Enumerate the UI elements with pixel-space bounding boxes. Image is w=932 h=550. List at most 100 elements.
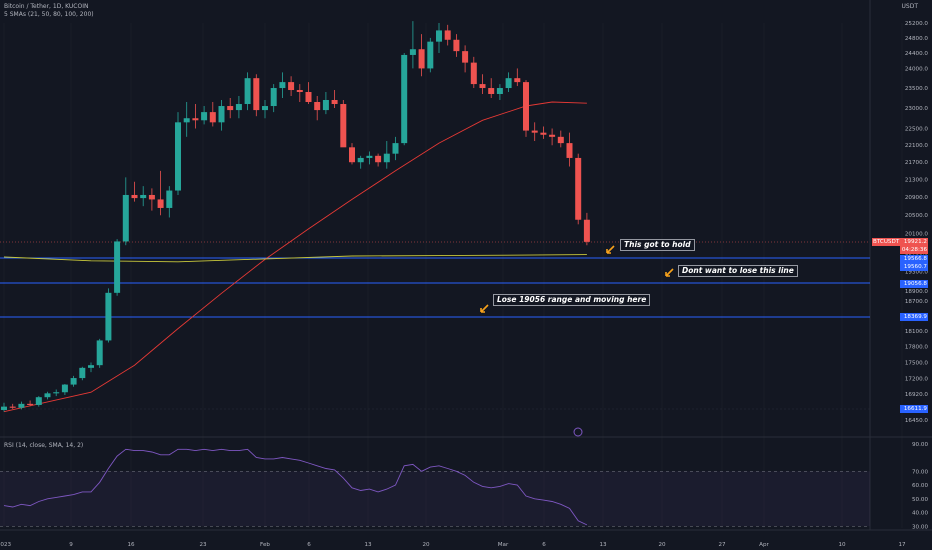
time-tick-label: 27 bbox=[718, 542, 726, 548]
horizontal-levels bbox=[0, 241, 870, 410]
rsi-tick-label: 30.00 bbox=[912, 524, 928, 530]
candle-body bbox=[53, 392, 60, 394]
sma-red-line bbox=[3, 101, 587, 413]
candle-body bbox=[523, 82, 529, 131]
candle-up bbox=[114, 239, 121, 296]
candle-down bbox=[192, 104, 199, 129]
rsi-band bbox=[0, 471, 870, 527]
candle-down bbox=[331, 90, 338, 109]
candle-body bbox=[505, 78, 512, 89]
level-tag-3: 19056.8 bbox=[900, 280, 928, 288]
annotation-hold[interactable]: This got to hold bbox=[620, 239, 695, 251]
candle-body bbox=[531, 130, 538, 133]
time-tick-label: 2023 bbox=[0, 542, 12, 548]
candle-body bbox=[79, 367, 86, 379]
candle-down bbox=[566, 132, 573, 167]
candle-down bbox=[340, 99, 347, 148]
price-tick-label: 19300.0 bbox=[905, 269, 929, 275]
price-tick-label: 21300.0 bbox=[905, 178, 929, 184]
candle-down bbox=[531, 122, 538, 142]
candle-up bbox=[262, 99, 268, 119]
candle-up bbox=[357, 155, 364, 169]
candle-body bbox=[549, 134, 556, 137]
sma-indicator-label[interactable]: 5 SMAs (21, 50, 80, 100, 200) bbox=[4, 11, 94, 18]
candle-down bbox=[549, 128, 556, 146]
rsi-tick-label: 90.00 bbox=[912, 442, 928, 448]
candle-down bbox=[148, 188, 155, 211]
candle-body bbox=[418, 49, 425, 69]
level-tag-2: 19560.7 bbox=[900, 263, 928, 271]
sma-lines bbox=[3, 101, 587, 413]
candle-body bbox=[401, 54, 408, 144]
candle-up bbox=[436, 23, 442, 54]
candle-up bbox=[166, 186, 173, 218]
price-tick-label: 17800.0 bbox=[905, 345, 929, 351]
candle-down bbox=[157, 170, 164, 216]
candle-body bbox=[540, 132, 547, 135]
candle-down bbox=[209, 102, 216, 127]
price-tick-label: 24400.0 bbox=[905, 51, 929, 57]
candle-body bbox=[183, 118, 190, 123]
candle-body bbox=[349, 147, 355, 163]
candle-body bbox=[444, 30, 451, 40]
level-tag-5: 16611.9 bbox=[900, 405, 928, 413]
candle-body bbox=[270, 88, 277, 107]
candle-up bbox=[175, 112, 181, 195]
candle-body bbox=[583, 219, 590, 242]
candle-body bbox=[227, 106, 234, 111]
candle-down bbox=[349, 143, 355, 165]
candle-up bbox=[105, 288, 112, 343]
candle-body bbox=[557, 136, 564, 144]
candle-up bbox=[53, 389, 60, 397]
candle-body bbox=[279, 82, 286, 89]
candle-down bbox=[27, 400, 34, 407]
candle-body bbox=[366, 155, 373, 158]
candle-body bbox=[488, 88, 495, 94]
candle-body bbox=[514, 78, 521, 83]
time-tick-label: 13 bbox=[364, 542, 372, 548]
candle-body bbox=[470, 62, 477, 85]
rsi-tick-label: 50.00 bbox=[912, 497, 928, 503]
candle-up bbox=[18, 401, 25, 410]
annotation-line[interactable]: Dont want to lose this line bbox=[678, 265, 798, 277]
candle-body bbox=[157, 199, 164, 208]
candle-down bbox=[131, 181, 138, 202]
candle-body bbox=[175, 122, 181, 191]
candle-body bbox=[192, 118, 199, 121]
rsi-tick-label: 60.00 bbox=[912, 483, 928, 489]
candle-down bbox=[557, 130, 564, 148]
rsi-line bbox=[3, 448, 588, 526]
candle-body bbox=[61, 384, 68, 393]
candle-body bbox=[253, 78, 260, 111]
time-tick-label: Mar bbox=[498, 542, 509, 548]
candle-body bbox=[70, 378, 77, 385]
candle-up bbox=[1, 402, 7, 412]
price-tick-label: 24000.0 bbox=[905, 66, 929, 72]
time-tick-label: Feb bbox=[260, 542, 270, 548]
price-tick-label: 20100.0 bbox=[905, 232, 929, 238]
level-tag-1: 19566.8 bbox=[900, 255, 928, 263]
candle-body bbox=[496, 88, 503, 94]
time-tick-label: 6 bbox=[542, 542, 546, 548]
candle-down bbox=[288, 76, 295, 96]
level-tag-4: 18369.9 bbox=[900, 313, 928, 321]
candle-body bbox=[218, 106, 225, 123]
candle-body bbox=[209, 112, 216, 123]
price-tick-label: 16920.0 bbox=[905, 392, 929, 398]
annotation-range[interactable]: Lose 19056 range and moving here bbox=[493, 294, 651, 306]
candle-body bbox=[9, 406, 16, 408]
candle-down bbox=[470, 56, 477, 89]
candle-body bbox=[375, 155, 382, 163]
candle-body bbox=[131, 194, 138, 199]
annotation-arrow-icon bbox=[480, 304, 489, 313]
rsi-axis: 90.00 70.00 60.00 50.00 40.00 30.00 bbox=[912, 442, 928, 531]
rsi-indicator-label[interactable]: RSI (14, close, SMA, 14, 2) bbox=[4, 442, 84, 449]
candle-up bbox=[122, 177, 129, 246]
candle-body bbox=[166, 190, 173, 208]
time-tick-label: 20 bbox=[658, 542, 666, 548]
candle-down bbox=[418, 34, 425, 77]
candle-body bbox=[18, 403, 25, 408]
rsi-tick-label: 70.00 bbox=[912, 469, 928, 475]
event-marker-icon[interactable] bbox=[573, 427, 583, 437]
candle-body bbox=[88, 365, 94, 368]
